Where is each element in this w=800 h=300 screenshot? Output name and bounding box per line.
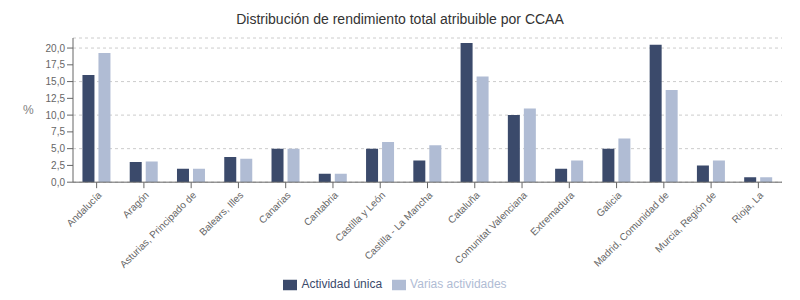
- svg-text:5,0: 5,0: [51, 143, 65, 154]
- svg-text:Madrid, Comunidad de: Madrid, Comunidad de: [592, 189, 672, 269]
- svg-text:0,0: 0,0: [51, 177, 65, 188]
- html-text:Varias actividades: Varias actividades: [410, 277, 507, 292]
- html-text:Actividad única: Actividad única: [301, 277, 383, 292]
- svg-text:17,5: 17,5: [46, 59, 66, 70]
- svg-text:15,0: 15,0: [46, 76, 66, 87]
- svg-text:Cantabria: Cantabria: [302, 189, 341, 228]
- svg-text:Aragón: Aragón: [120, 189, 151, 220]
- svg-text:10,0: 10,0: [46, 110, 66, 121]
- svg-text:Extremadura: Extremadura: [528, 189, 577, 238]
- svg-text:Castilla - La Mancha: Castilla - La Mancha: [362, 189, 435, 262]
- svg-text:Rioja, La: Rioja, La: [730, 189, 766, 225]
- svg-text:Galicia: Galicia: [594, 189, 624, 219]
- html-text:Distribución de rendimiento to: Distribución de rendimiento total atribu…: [236, 11, 564, 27]
- svg-text:Balears, Illes: Balears, Illes: [197, 189, 245, 237]
- svg-text:Comunitat Valenciana: Comunitat Valenciana: [453, 189, 530, 266]
- svg-text:7,5: 7,5: [51, 126, 65, 137]
- svg-text:2,5: 2,5: [51, 160, 65, 171]
- svg-text:Asturias, Principado de: Asturias, Principado de: [118, 189, 199, 270]
- svg-text:Cataluña: Cataluña: [446, 189, 482, 225]
- svg-text:Castilla y León: Castilla y León: [333, 189, 387, 243]
- svg-text:Murcia, Región de: Murcia, Región de: [653, 189, 718, 254]
- svg-text:20,0: 20,0: [46, 43, 66, 54]
- svg-text:Canarias: Canarias: [257, 189, 293, 225]
- svg-text:%: %: [23, 103, 34, 117]
- svg-text:12,5: 12,5: [46, 93, 66, 104]
- svg-text:Andalucía: Andalucía: [64, 189, 104, 229]
